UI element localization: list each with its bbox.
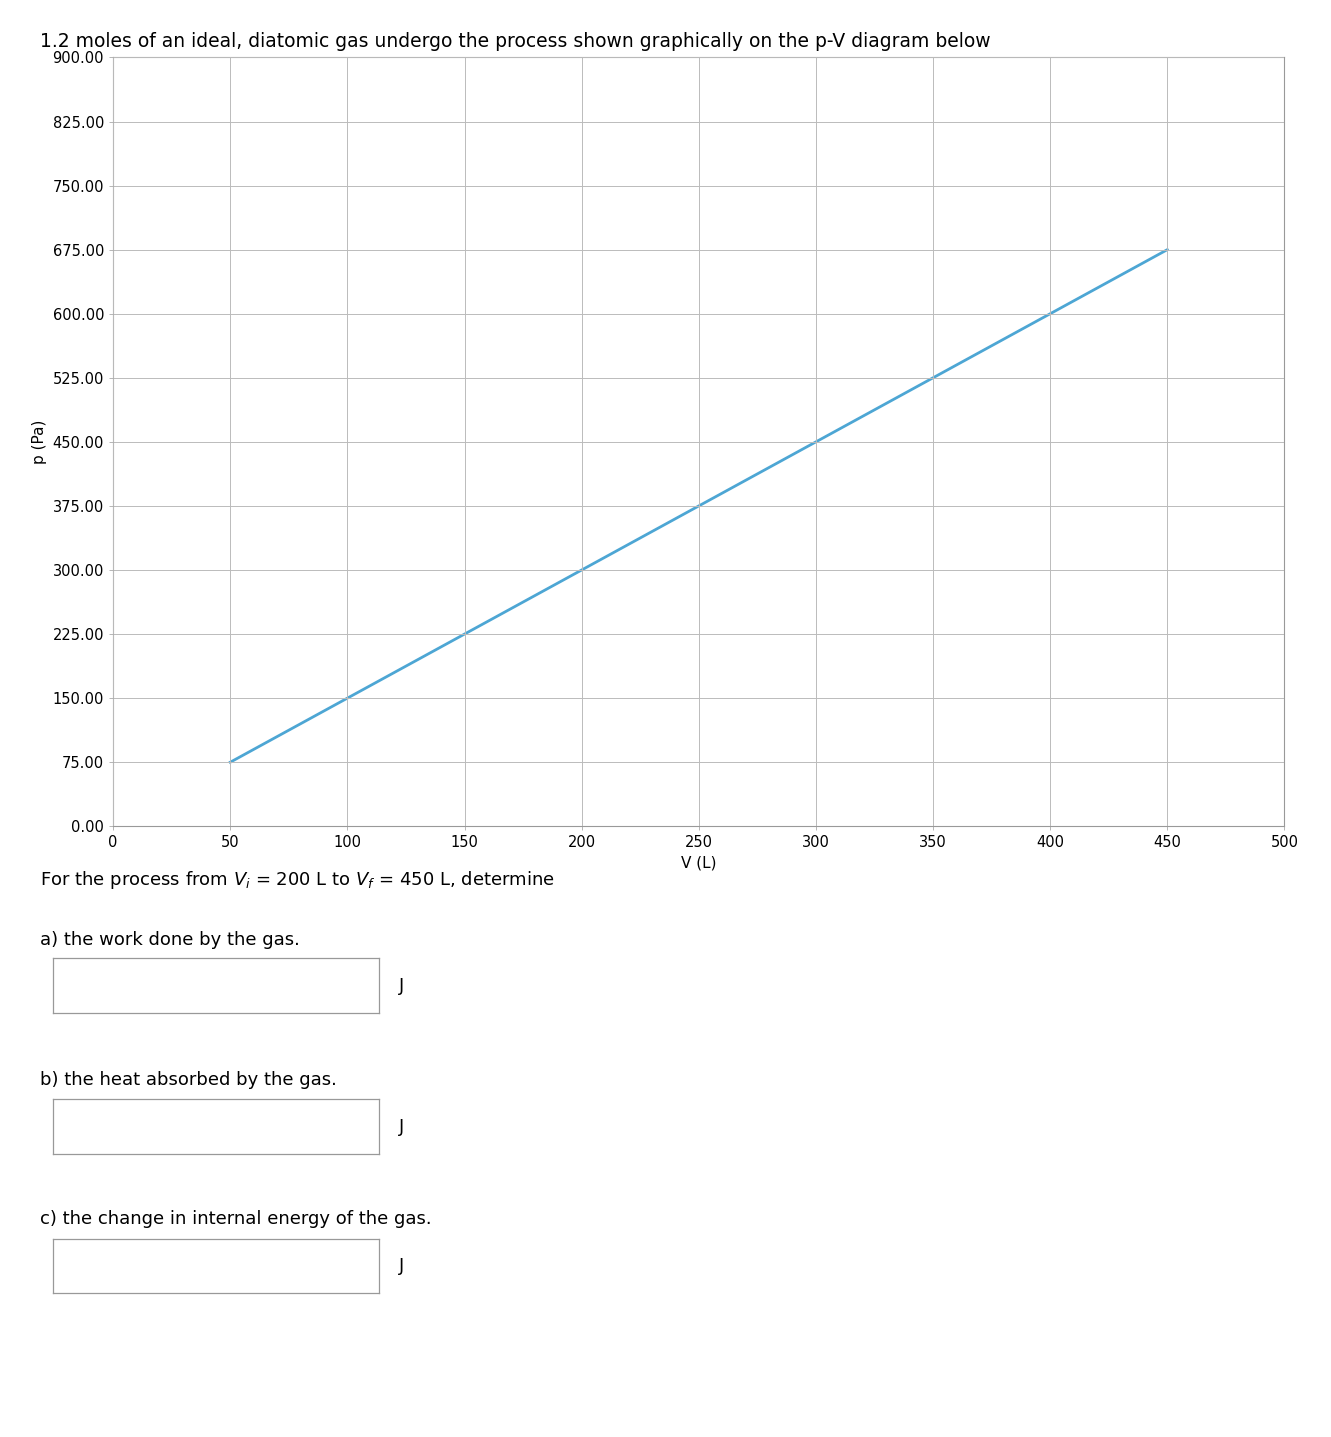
Text: For the process from $V_i$ = 200 L to $V_f$ = 450 L, determine: For the process from $V_i$ = 200 L to $V… [40,869,555,891]
Y-axis label: p (Pa): p (Pa) [32,420,47,464]
Text: c) the change in internal energy of the gas.: c) the change in internal energy of the … [40,1210,431,1229]
Text: a) the work done by the gas.: a) the work done by the gas. [40,931,299,950]
X-axis label: V (L): V (L) [681,856,716,871]
Text: J: J [399,977,405,994]
Text: J: J [399,1118,405,1135]
Text: 1.2 moles of an ideal, diatomic gas undergo the process shown graphically on the: 1.2 moles of an ideal, diatomic gas unde… [40,32,990,50]
Text: J: J [399,1257,405,1275]
Text: b) the heat absorbed by the gas.: b) the heat absorbed by the gas. [40,1071,337,1089]
